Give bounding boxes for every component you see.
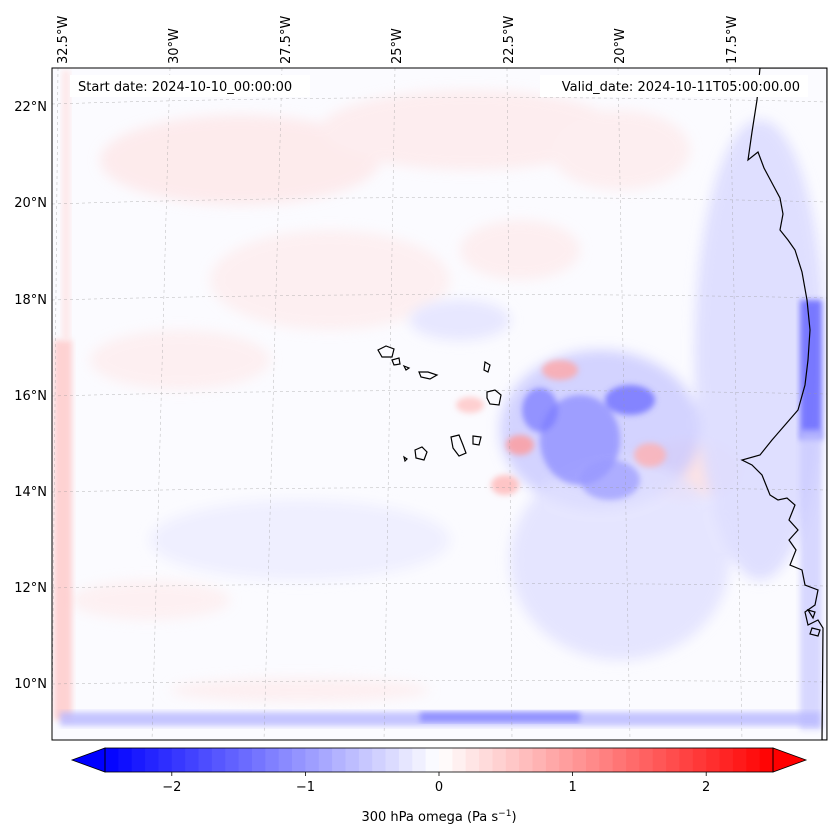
valid-date-box: [540, 75, 808, 97]
lat-label-5: 14°N: [14, 485, 47, 500]
colorbar-segment: [318, 748, 333, 772]
lat-label-3: 18°N: [14, 293, 47, 308]
cape-verde-islands: [377, 345, 502, 463]
colorbar-tick-label: 2: [702, 780, 710, 795]
colorbar-segments: [105, 748, 774, 772]
start-date-box: [70, 75, 310, 97]
colorbar-segment: [211, 748, 226, 772]
colorbar-segment: [398, 748, 413, 772]
colorbar-segment: [479, 748, 494, 772]
graticule: [52, 68, 827, 740]
colorbar-segment: [639, 748, 654, 772]
convective-core: [456, 360, 666, 500]
colorbar-segment: [145, 748, 160, 772]
colorbar-segment: [532, 748, 547, 772]
colorbar-segment: [345, 748, 360, 772]
lon-label-5: 22.5°W: [502, 16, 517, 64]
lon-label-6: 20°W: [613, 28, 628, 64]
colorbar-segment: [719, 748, 734, 772]
colorbar-segment: [572, 748, 587, 772]
colorbar-tick-label: −1: [296, 780, 315, 795]
lon-label-1: 32.5°W: [56, 16, 71, 64]
colorbar-segment: [385, 748, 400, 772]
colorbar-segment: [251, 748, 266, 772]
colorbar-segment: [158, 748, 173, 772]
colorbar-segment: [198, 748, 213, 772]
lon-label-7: 17.5°W: [725, 16, 740, 64]
colorbar-tick-label: −2: [162, 780, 181, 795]
colorbar-segment: [225, 748, 240, 772]
colorbar-segment: [238, 748, 253, 772]
colorbar-segment: [118, 748, 133, 772]
colorbar-segment: [171, 748, 186, 772]
colorbar-segment: [732, 748, 747, 772]
lat-label-4: 16°N: [14, 389, 47, 404]
lat-label-6: 12°N: [14, 581, 47, 596]
longitude-labels: 32.5°W 30°W 27.5°W 25°W 22.5°W 20°W 17.5…: [56, 16, 740, 64]
map-frame: [51, 67, 828, 741]
colorbar-segment: [545, 748, 560, 772]
colorbar-segment: [412, 748, 427, 772]
lon-label-4: 25°W: [390, 28, 405, 64]
left-edge-strip: [54, 340, 72, 720]
colorbar-segment: [505, 748, 520, 772]
colorbar-tick-label: 0: [435, 780, 443, 795]
colorbar-segment: [131, 748, 146, 772]
colorbar-high-extend: [772, 747, 808, 773]
mainland-coastline: [740, 68, 827, 740]
colorbar-segment: [292, 748, 306, 772]
colorbar-segment: [452, 748, 467, 772]
colorbar-segment: [425, 748, 440, 772]
colorbar-segment: [105, 748, 119, 772]
colorbar-segment: [278, 748, 293, 772]
colorbar-segment: [626, 748, 640, 772]
colorbar-segment: [305, 748, 320, 772]
colorbar-segment: [265, 748, 280, 772]
colorbar-segment: [358, 748, 373, 772]
colorbar-low-extend: [70, 747, 106, 773]
lon-label-2: 30°W: [167, 28, 182, 64]
colorbar-segment: [519, 748, 534, 772]
colorbar-segment: [559, 748, 574, 772]
colorbar-segment: [439, 748, 453, 772]
colorbar-segment: [692, 748, 707, 772]
colorbar-segment: [492, 748, 507, 772]
colorbar-segment: [666, 748, 681, 772]
colorbar-segment: [679, 748, 694, 772]
coast-band: [800, 300, 822, 440]
map-panel: Start date: 2024-10-10_00:00:00 Valid_da…: [52, 68, 827, 740]
colorbar: −2 −1 0 1 2 300 hPa omega (Pa s−1): [70, 747, 808, 825]
colorbar-segment: [612, 748, 627, 772]
lon-label-3: 27.5°W: [279, 16, 294, 64]
colorbar-segment: [332, 748, 347, 772]
colorbar-segment: [585, 748, 600, 772]
valid-date-text: Valid_date: 2024-10-11T05:00:00.00: [562, 80, 800, 95]
colorbar-segment: [746, 748, 761, 772]
colorbar-tick-label: 1: [568, 780, 576, 795]
start-date-text: Start date: 2024-10-10_00:00:00: [78, 80, 292, 95]
lat-label-2: 20°N: [14, 196, 47, 211]
colorbar-segment: [759, 748, 774, 772]
colorbar-segment: [372, 748, 387, 772]
colorbar-segment: [652, 748, 667, 772]
lat-label-1: 22°N: [14, 100, 47, 115]
lat-label-7: 10°N: [14, 677, 47, 692]
colorbar-segment: [465, 748, 480, 772]
colorbar-ticks: −2 −1 0 1 2: [162, 772, 710, 795]
colorbar-segment: [599, 748, 614, 772]
colorbar-segment: [185, 748, 200, 772]
latitude-labels: 22°N 20°N 18°N 16°N 14°N 12°N 10°N: [14, 100, 47, 692]
colorbar-segment: [706, 748, 721, 772]
colorbar-label: 300 hPa omega (Pa s−1): [361, 809, 516, 825]
